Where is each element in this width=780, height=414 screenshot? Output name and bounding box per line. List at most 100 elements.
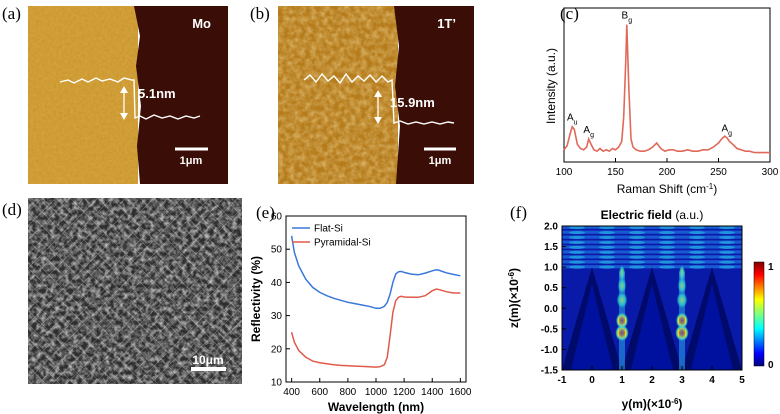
field-stripe-spot [719,226,735,230]
field-stripe [562,265,742,269]
field-stripe-spot [629,265,645,269]
panel-label-a: (a) [2,4,21,23]
reflectivity-x-tick-label: 1400 [421,387,444,398]
field-stripe-spot [629,255,645,259]
step-height-label-a: 5.1nm [138,86,176,101]
reflectivity-chart: 400 600 800 1000 1200 1400 1600 10 20 30 40 50 60 Fl… [249,212,472,414]
field-y-tick-label: 0.0 [544,304,558,315]
field-stripe-spot [629,226,645,230]
raman-peak-label: Ag [583,125,594,139]
reflectivity-x-tick-label: 600 [311,387,328,398]
field-stripe-spot [749,241,765,244]
field-stripe-spot [719,265,735,269]
field-x-tick-label: 1 [619,375,625,386]
field-stripe-spot [569,265,585,269]
raman-x-tick-label: 300 [762,167,779,178]
legend-label: Pyramidal-Si [314,238,371,249]
field-stripe-spot [599,226,615,230]
field-stripe-spot [689,245,705,249]
field-stripe-spot [629,250,645,254]
reflectivity-y-tick-label: 30 [271,311,283,322]
field-x-tick-label: -1 [558,375,567,386]
field-stripe-spot [659,250,675,254]
field-stripe-spot [719,235,735,240]
raman-x-tick-label: 250 [710,167,727,178]
field-pyramid-inner [631,283,673,370]
colorbar-tick-max: 1 [768,262,774,273]
field-stripe-spot [659,245,675,249]
raman-x-axis-label: Raman Shift (cm-1) [617,182,717,197]
reflectivity-x-tick-label: 1600 [449,387,472,398]
scale-bar-label-b: 1μm [429,155,452,167]
field-stripe-spot [749,236,765,239]
colorbar-tick-min: 0 [768,360,774,371]
field-stripe [562,230,742,234]
material-label-mo: Mo [192,16,211,31]
scale-bar-label-a: 1μm [180,155,203,167]
afm-image-mo: Mo 5.1nm 1μm [28,6,228,184]
panel-label-c: (c) [560,4,579,23]
field-stripe [562,226,742,229]
field-y-tick-label: 2.0 [544,222,558,233]
field-stripe-spot [659,226,675,230]
field-stripe-spot [569,245,585,249]
field-stripe [562,245,742,249]
panel-label-b: (b) [250,4,270,23]
field-colorbar [753,261,765,367]
field-stripe-spot [629,230,645,235]
reflectivity-y-tick-label: 60 [271,212,283,223]
raman-chart: 100 150 200 250 300 Au Ag Bg Ag Intensity (a.u.… [544,7,779,197]
field-x-tick-label: 4 [709,375,715,386]
field-stripe-spot [629,235,645,240]
field-stripe-spot [659,255,675,259]
reflectivity-series-flat-si [290,235,461,310]
field-stripe-spot [689,265,705,269]
field-stripe-spot [569,250,585,254]
field-title: Electric field (a.u.) [601,208,704,222]
raman-peak-label: Au [567,113,578,127]
electric-field-chart: Electric field (a.u.) -1 0 1 2 3 4 5 -1.5 -1.0 -0… [507,208,775,412]
raman-y-axis-label: Intensity (a.u.) [544,48,558,124]
field-y-tick-label: 0.5 [544,283,558,294]
field-stripe [562,250,742,254]
field-channel [679,271,685,370]
raman-plot-frame [563,7,771,163]
field-stripe-spot [659,240,675,245]
field-x-tick-label: 0 [589,375,595,386]
field-stripe-spot [749,256,765,259]
raman-x-tick-label: 100 [556,167,573,178]
field-stripe-spot [569,240,585,245]
legend-label: Flat-Si [314,224,343,235]
field-stripe-spot [749,251,765,254]
sem-image-pyramids: 10μm [28,198,242,384]
field-stripe-spot [689,255,705,259]
field-y-tick-label: -1.5 [541,366,559,377]
reflectivity-y-tick-label: 40 [271,278,283,289]
field-stripe-spot [689,240,705,245]
reflectivity-x-tick-label: 1200 [393,387,416,398]
field-stripe-spot [689,260,705,264]
field-stripe-spot [569,260,585,264]
field-stripe-spot [629,240,645,245]
field-stripe-spot [689,250,705,254]
field-stripe-spot [569,230,585,235]
reflectivity-x-tick-label: 1000 [365,387,388,398]
field-stripe-spot [659,260,675,264]
field-stripe-spot [659,265,675,269]
reflectivity-plot-frame [285,215,467,383]
field-stripe-spot [689,226,705,230]
field-x-tick-label: 3 [679,375,685,386]
field-stripe-spot [599,250,615,254]
field-stripe-spot [719,230,735,235]
field-stripe-spot [719,255,735,259]
field-y-tick-label: -0.5 [541,324,559,335]
reflectivity-x-axis-label: Wavelength (nm) [328,400,424,414]
field-channel [619,271,625,370]
reflectivity-y-tick-label: 20 [271,344,283,355]
panel-label-e: (e) [256,203,275,222]
reflectivity-y-axis-label: Reflectivity (%) [249,256,263,342]
field-x-axis-label: y(m)(×10-6) [622,397,683,412]
panel-label-f: (f) [510,203,527,222]
field-stripe-spot [659,235,675,240]
field-y-tick-label: 1.5 [544,242,558,253]
